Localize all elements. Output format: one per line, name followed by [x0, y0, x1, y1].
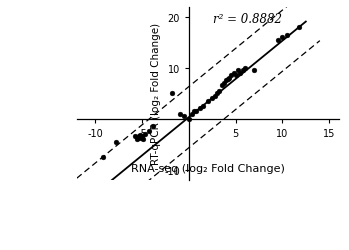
Point [135, 136, 140, 140]
Point [113, 140, 119, 144]
Point [238, 72, 243, 76]
Point [138, 133, 143, 137]
Point [280, 36, 285, 40]
Point [132, 135, 138, 139]
Point [194, 110, 199, 114]
Point [205, 99, 210, 103]
Point [231, 72, 237, 76]
Point [134, 138, 139, 141]
Point [233, 74, 238, 78]
Point [240, 69, 246, 73]
Point [181, 114, 187, 118]
Point [169, 92, 175, 96]
Point [225, 78, 231, 82]
Point [216, 89, 222, 93]
Y-axis label: RT-qPCR (log₂ Fold Change): RT-qPCR (log₂ Fold Change) [151, 23, 161, 165]
Point [186, 117, 192, 121]
Point [100, 155, 106, 159]
Point [296, 26, 302, 30]
Text: r² = 0.8882: r² = 0.8882 [213, 13, 282, 26]
Point [219, 84, 224, 88]
Point [275, 38, 281, 42]
X-axis label: RNA-seq (log₂ Fold Change): RNA-seq (log₂ Fold Change) [131, 163, 284, 173]
Point [212, 94, 218, 98]
Point [146, 130, 151, 134]
Point [200, 104, 206, 108]
Point [228, 74, 234, 78]
Point [227, 76, 232, 80]
Point [209, 97, 215, 101]
Point [235, 69, 240, 73]
Point [140, 138, 146, 141]
Point [151, 125, 156, 129]
Point [284, 34, 290, 38]
Point [191, 110, 196, 114]
Point [142, 132, 148, 136]
Point [252, 69, 257, 73]
Point [198, 107, 203, 111]
Point [139, 136, 144, 140]
Point [224, 79, 229, 83]
Point [214, 92, 220, 96]
Point [136, 135, 142, 139]
Point [139, 135, 145, 139]
Point [177, 112, 183, 116]
Point [189, 112, 194, 116]
Point [242, 66, 248, 70]
Point [222, 82, 227, 86]
